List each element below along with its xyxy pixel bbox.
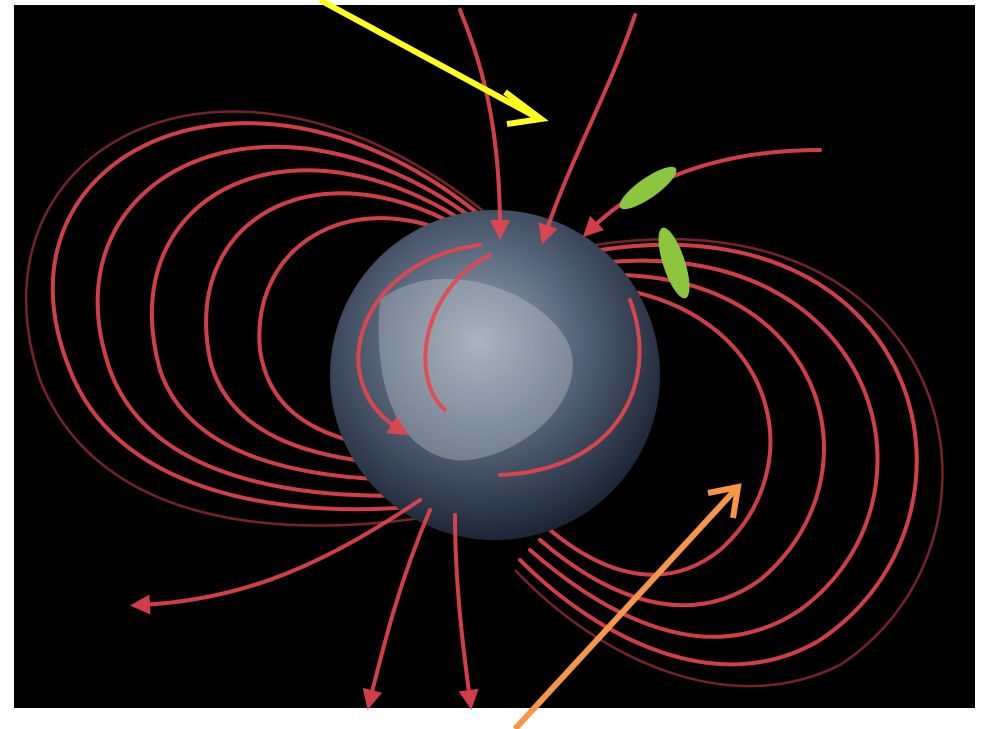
arrow-shaft: [512, 486, 739, 729]
field-lines-front: [130, 8, 822, 710]
field-line: [548, 288, 773, 577]
field-line: [362, 508, 432, 710]
field-line: [514, 237, 944, 688]
field-line: [518, 242, 919, 667]
yellow-arrow: [318, 0, 549, 127]
field-line: [538, 273, 826, 608]
field-line: [582, 148, 822, 238]
field-line: [538, 13, 637, 245]
field-lines-right: [514, 237, 944, 688]
field-line: [356, 243, 482, 436]
green-marker: [658, 227, 690, 299]
arrow-head: [707, 483, 742, 519]
field-line: [50, 121, 497, 512]
green-marker: [619, 166, 677, 210]
field-line: [24, 110, 501, 527]
field-line: [130, 498, 422, 615]
clouds: [378, 278, 573, 461]
field-lines-left: [24, 110, 501, 527]
field-line: [423, 253, 492, 412]
field-line: [458, 8, 510, 240]
field-line: [204, 191, 482, 467]
field-line: [528, 258, 880, 639]
field-line: [257, 216, 477, 452]
arrow-head: [503, 89, 549, 127]
field-line: [498, 298, 642, 477]
field-line: [149, 168, 487, 482]
field-line: [95, 144, 492, 498]
field-line: [453, 513, 479, 710]
orange-arrow: [512, 483, 742, 729]
arrow-shaft: [318, 0, 540, 121]
